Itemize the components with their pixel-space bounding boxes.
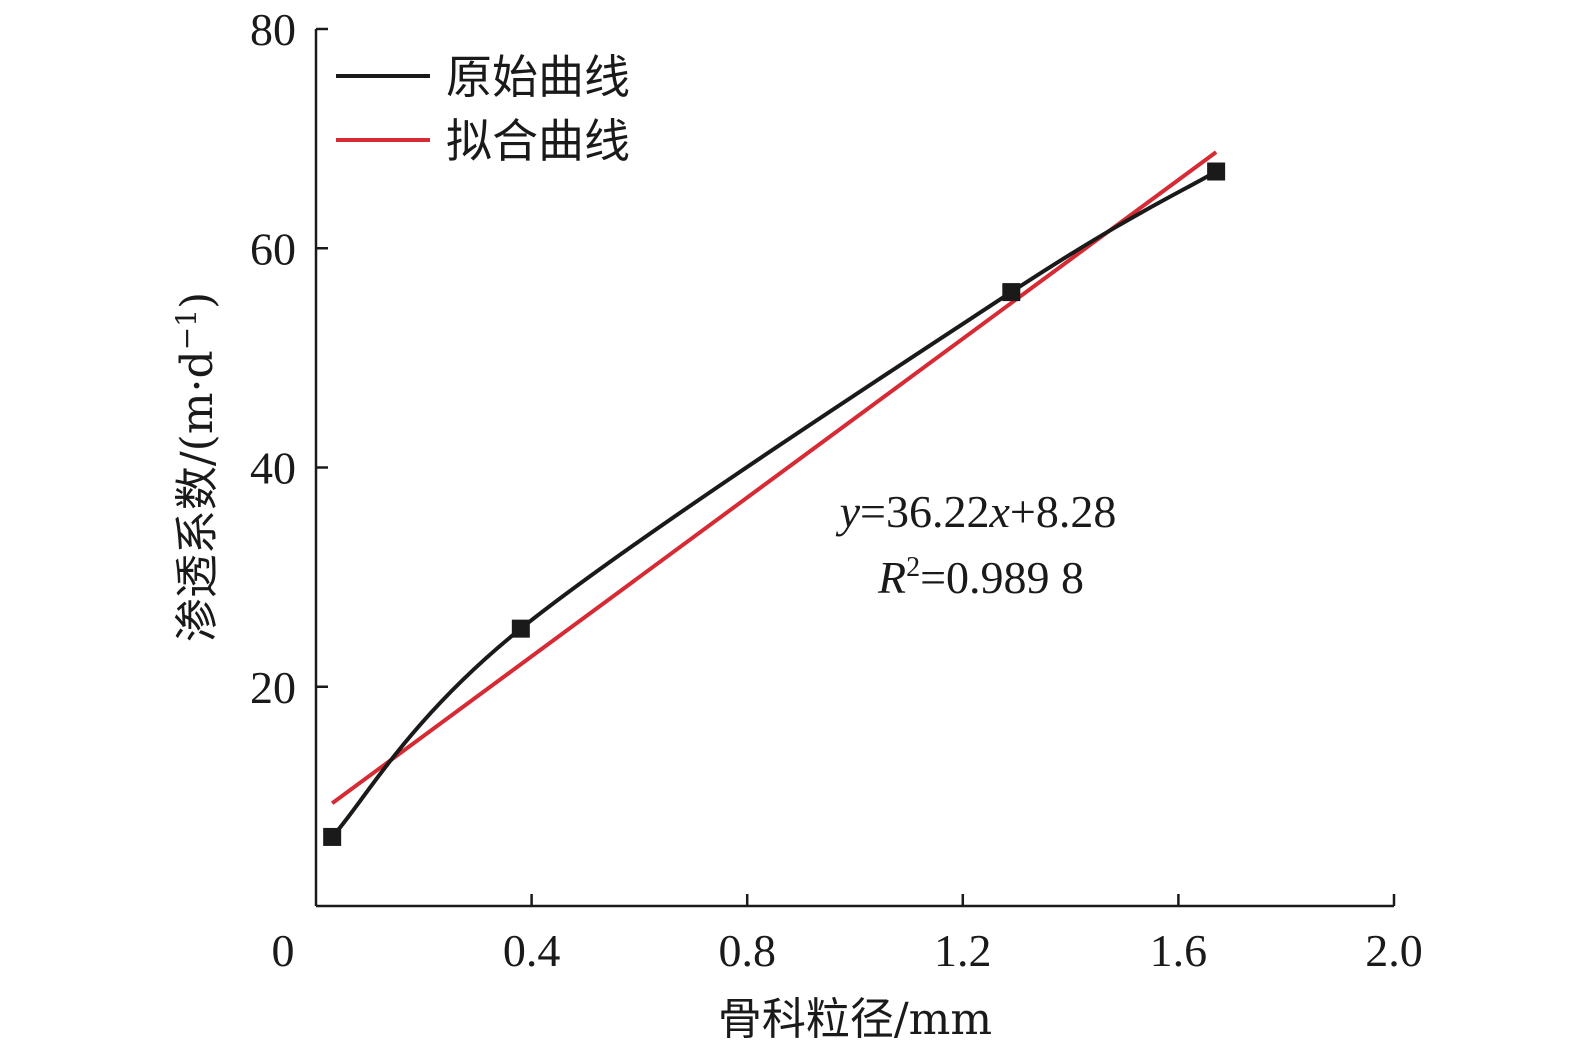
eq-coefficient: =36.22	[860, 486, 989, 537]
regression-annotation: y=36.22x+8.28 R2=0.989 8	[836, 486, 1117, 603]
x-tick-label: 1.6	[1150, 925, 1208, 976]
y-axis-label-end: )	[172, 292, 223, 309]
x-tick-label: 1.2	[934, 925, 992, 976]
eq-x-var: x	[989, 486, 1011, 537]
data-point-marker	[1207, 162, 1226, 181]
origin-label: 0	[272, 925, 295, 976]
y-tick-label: 20	[250, 662, 296, 713]
y-axis-label-sup: −1	[170, 309, 203, 350]
regression-equation: y=36.22x+8.28	[836, 486, 1117, 537]
eq-y-var: y	[836, 486, 861, 537]
y-ticks: 20 40 60 80	[250, 4, 328, 713]
r-sup: 2	[906, 552, 920, 583]
r-value: =0.989 8	[920, 552, 1084, 603]
x-tick-label: 2.0	[1365, 925, 1423, 976]
legend: 原始曲线 拟合曲线	[336, 50, 630, 168]
y-axis-label: 渗透系数/(m·d−1)	[170, 292, 223, 642]
x-axis-label: 骨科粒径/mm	[718, 994, 992, 1045]
series-layer	[323, 150, 1226, 846]
r-squared: R2=0.989 8	[877, 552, 1084, 603]
data-point-marker	[323, 827, 342, 846]
data-point-marker	[511, 619, 530, 638]
x-ticks: 0.4 0.8 1.2 1.6 2.0	[503, 894, 1423, 976]
y-tick-label: 40	[250, 443, 296, 494]
data-point-marker	[1002, 283, 1021, 302]
legend-label-original: 原始曲线	[446, 50, 630, 104]
y-axis-label-main: 渗透系数/(m·d	[172, 350, 223, 642]
series-line-fit	[330, 150, 1218, 805]
x-tick-label: 0.4	[503, 925, 561, 976]
y-tick-label: 60	[250, 223, 296, 274]
series-line-original	[330, 169, 1218, 839]
x-tick-label: 0.8	[718, 925, 776, 976]
r-var: R	[877, 552, 906, 603]
y-tick-label: 80	[250, 4, 296, 55]
legend-label-fit: 拟合曲线	[446, 114, 630, 168]
eq-intercept: +8.28	[1010, 486, 1116, 537]
